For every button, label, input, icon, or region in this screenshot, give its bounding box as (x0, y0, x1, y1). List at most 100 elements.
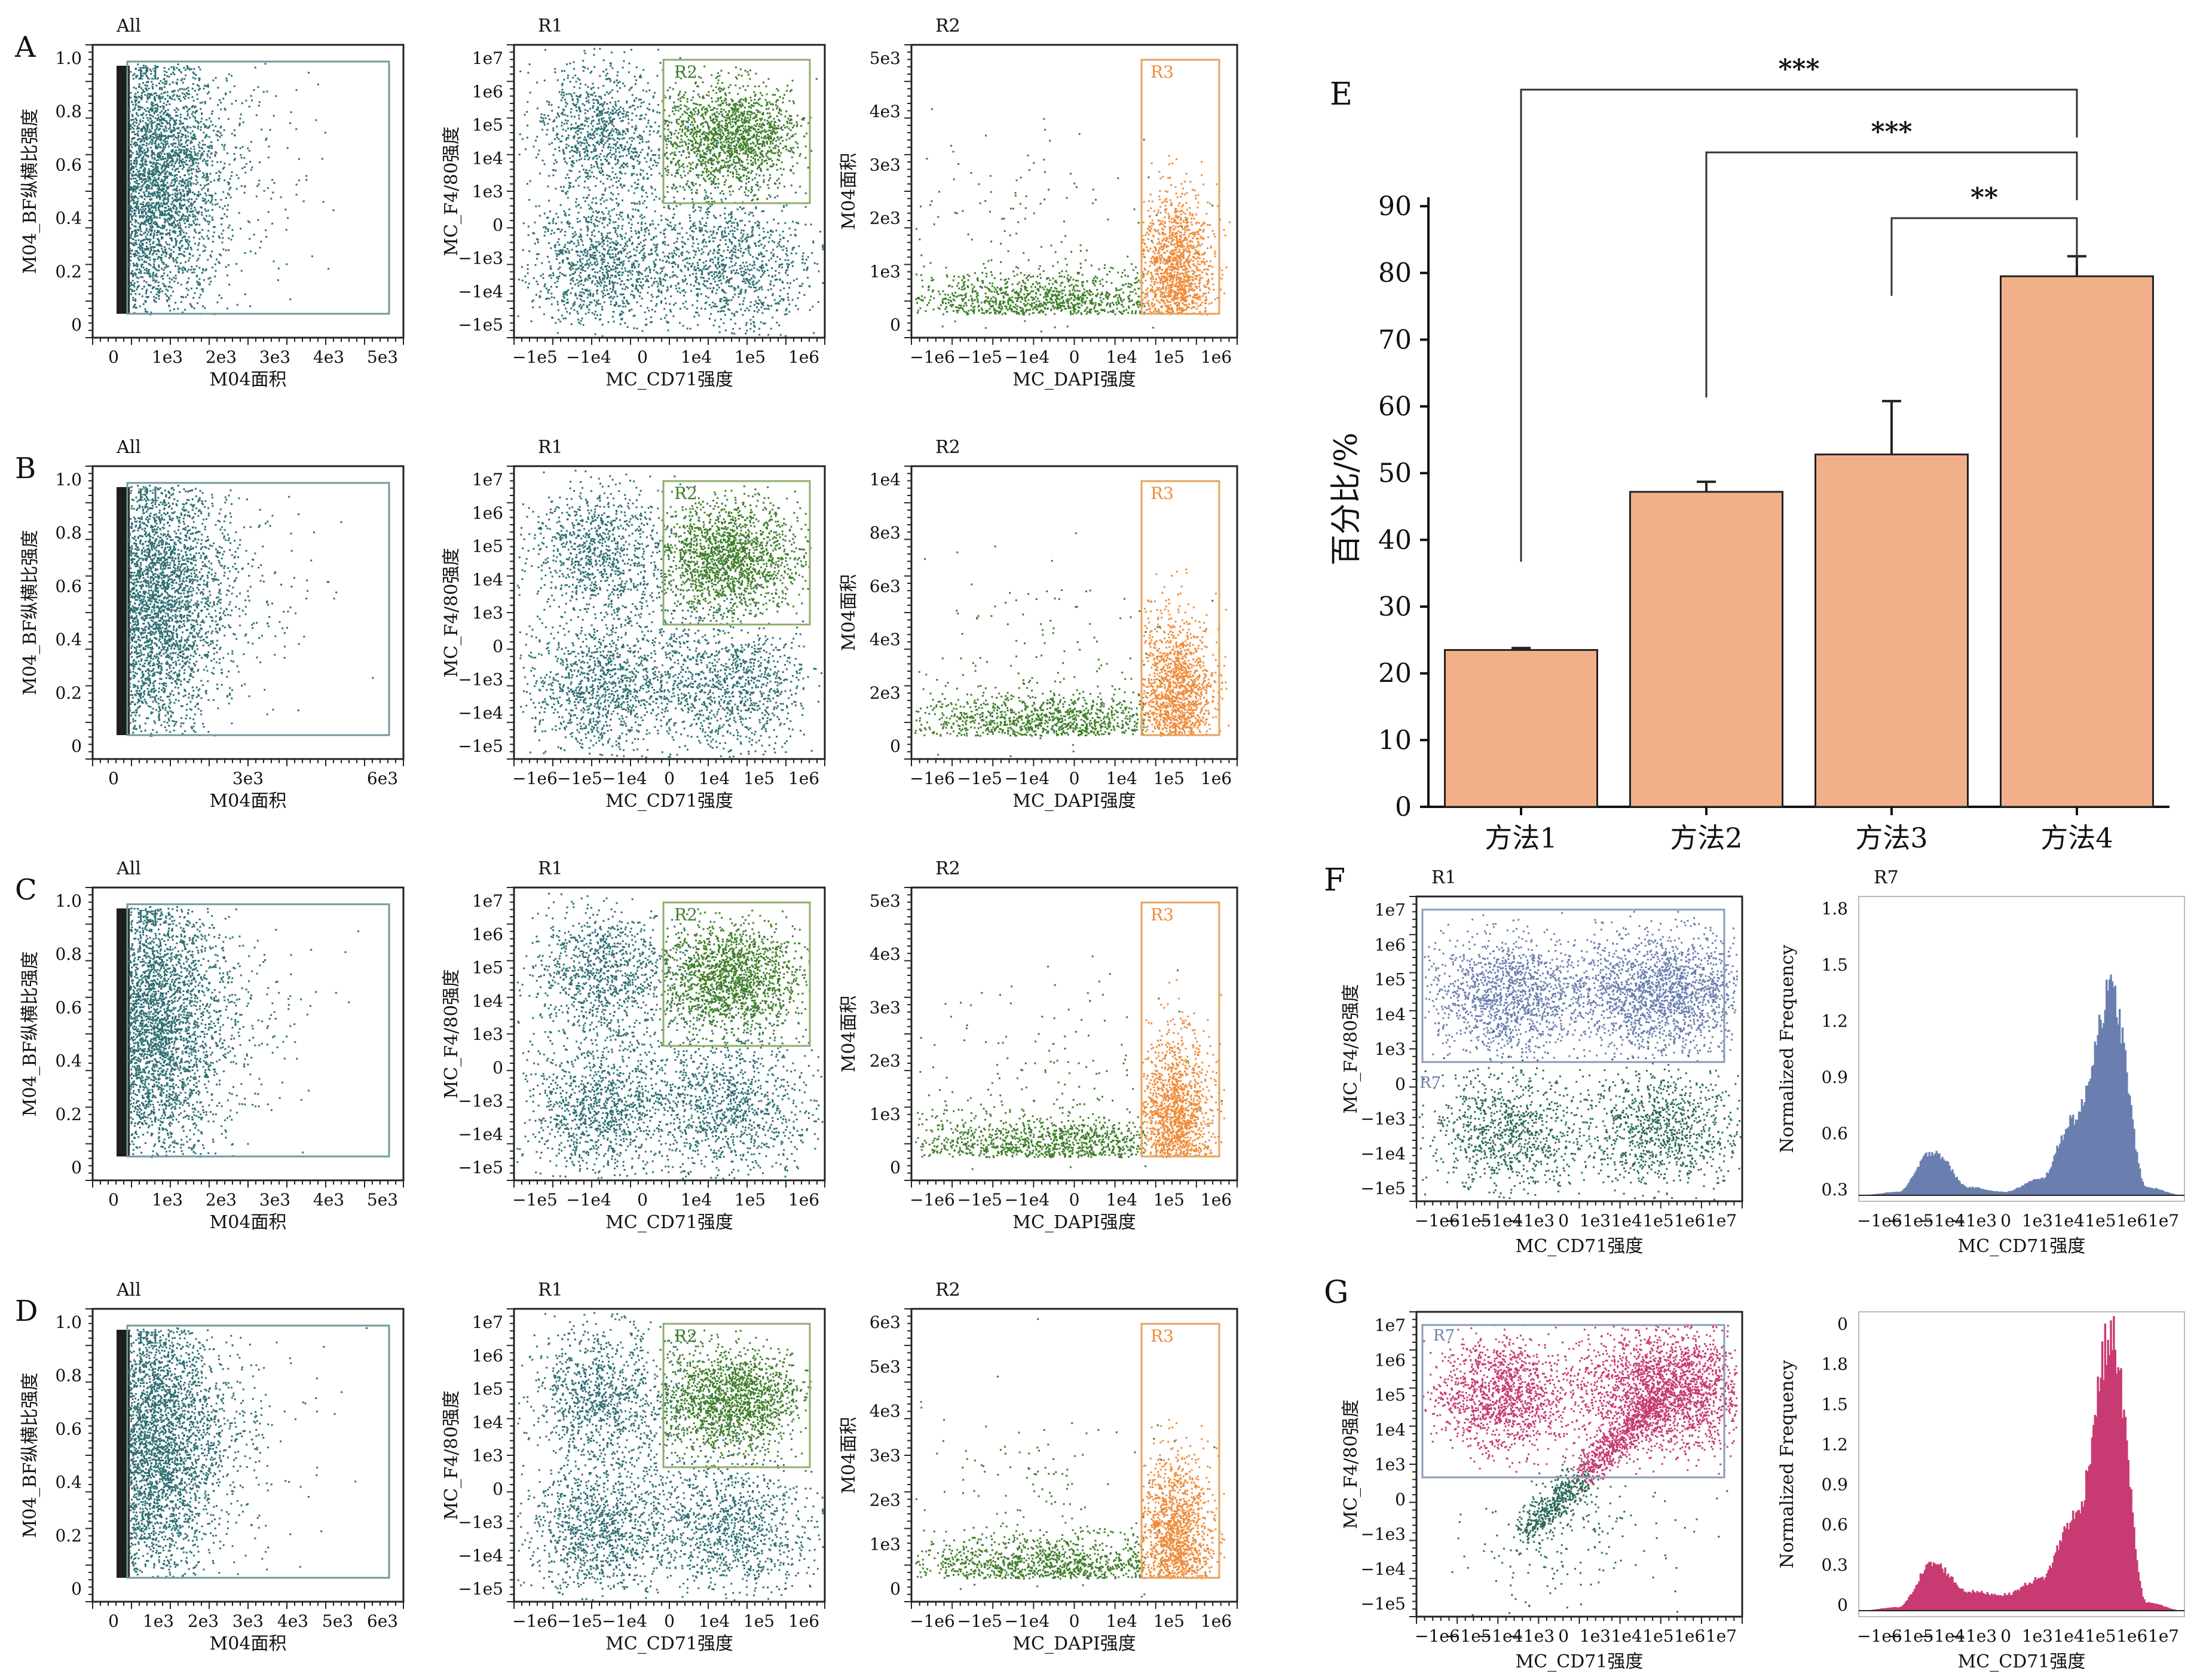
x-axis-label: M04面积 (210, 1633, 287, 1654)
x-tick-label: −1e5 (1889, 1626, 1934, 1646)
gate-label: R7 (1419, 1074, 1441, 1092)
scatter-points (1550, 1469, 1590, 1511)
y-tick-label: 1e3 (472, 182, 503, 201)
y-axis-label: M04面积 (839, 1417, 859, 1494)
y-tick-label: 8e3 (870, 523, 901, 543)
y-tick-label: 5e3 (870, 1357, 901, 1376)
scatter-points (1142, 979, 1225, 1158)
y-tick-label: 1.0 (55, 470, 82, 489)
x-tick-label: −1e5 (1446, 1211, 1492, 1231)
scatter-points (1578, 1428, 1636, 1471)
significance-bracket (1520, 88, 2078, 562)
panel-letter: E (1330, 76, 1353, 112)
x-tick-label: 1e6 (2116, 1626, 2147, 1646)
y-tick-label: −1e4 (458, 703, 503, 723)
subset-title: R1 (538, 858, 563, 879)
x-tick-label: 1e4 (699, 1611, 730, 1631)
y-tick-label: 4e3 (870, 630, 901, 650)
x-tick-label: −1e3 (1951, 1211, 1997, 1231)
x-tick-label: −1e4 (1004, 769, 1049, 788)
gate-label: R3 (1150, 1326, 1174, 1346)
x-tick-label: 1e3 (2022, 1626, 2053, 1646)
y-tick-label: −1e5 (458, 736, 503, 756)
x-tick-label: −1e5 (512, 347, 558, 367)
y-tick-label: 5e3 (870, 48, 901, 68)
bar-4 (2000, 275, 2154, 808)
y-tick-label: −1e5 (458, 315, 503, 335)
flow-panel: R1 R2 −1e5 −1e4 0 1e4 1e5 1e6 1e7 1e6 1e5 1e4 1e3 0 −1… (441, 16, 826, 390)
y-tick-label: −1e4 (458, 1124, 503, 1144)
y-tick-label: 0.6 (55, 576, 82, 596)
y-tick-label: 1e5 (472, 1379, 503, 1399)
x-tick-label: −1e4 (1478, 1626, 1523, 1646)
subset-title: All (116, 858, 141, 879)
y-tick-label: 1.0 (55, 48, 82, 68)
y-axis-label: MC_F4/80强度 (441, 969, 462, 1099)
x-tick-label: 0 (2000, 1211, 2011, 1231)
scatter-points (516, 470, 691, 693)
y-tick-label: 4e3 (870, 102, 901, 121)
scatter-points (516, 892, 708, 1091)
y-tick-label: −1e3 (1360, 1109, 1406, 1129)
y-axis-label: M04_BF纵横比强度 (20, 951, 41, 1117)
y-tick-label: 2e3 (870, 209, 901, 228)
x-tick-label: −1e6 (1857, 1626, 1902, 1646)
axis-ticks (85, 466, 404, 766)
x-tick-label: −1e4 (1920, 1211, 1966, 1231)
x-tick-label: 1e4 (2054, 1211, 2085, 1231)
y-tick-label: 0.2 (55, 683, 82, 703)
x-tick-label: 1e4 (2054, 1626, 2085, 1646)
y-axis-label: MC_F4/80强度 (441, 127, 462, 256)
y-tick-label: 70 (1378, 325, 1412, 355)
y-tick-label: 0 (890, 1579, 901, 1599)
gate-R3 (1140, 480, 1220, 736)
y-tick-label: 1e3 (472, 603, 503, 623)
subset-title: R1 (538, 1280, 563, 1300)
x-tick-label: 1e3 (152, 1190, 183, 1210)
x-tick-label: 0 (108, 1611, 119, 1631)
y-axis-label: M04面积 (839, 574, 859, 651)
y-tick-label: 0.4 (55, 1051, 82, 1071)
y-tick-label: −1e3 (458, 1091, 503, 1111)
y-tick-label: 1e7 (472, 470, 503, 489)
x-tick-label: 1e5 (1153, 1611, 1185, 1631)
scatter-points (1542, 1476, 1576, 1525)
scatter-points (516, 1009, 753, 1180)
subset-title: R2 (935, 1280, 960, 1300)
y-tick-label: 0 (492, 1058, 503, 1078)
subset-title: R2 (935, 437, 960, 458)
y-tick-label: 0 (492, 1479, 503, 1499)
x-tick-label: 5e3 (367, 1190, 398, 1210)
scatter-points (915, 251, 1146, 316)
x-tick-label: 0 (637, 1190, 648, 1210)
axis-ticks (85, 1308, 404, 1609)
y-tick-label: 1e4 (870, 470, 901, 489)
x-axis-label: MC_DAPI强度 (1012, 791, 1136, 812)
flow-row-C: C All R1 0 1e3 2e3 3e3 4e3 5e3 1.0 0.8 0.6 0.4 0.2 0 M0… (15, 858, 1238, 1233)
x-tick-label: 0 (1069, 769, 1080, 788)
scatter-points (1142, 568, 1230, 737)
flow-panel: All R1 0 1e3 2e3 3e3 4e3 5e3 6e3 1.0 0.8 0.6 0.4 0.2 0… (20, 1280, 405, 1654)
x-tick-label: 2e3 (206, 347, 237, 367)
plot-frame (513, 44, 826, 339)
flow-panel: R1 R2 −1e5 −1e4 0 1e4 1e5 1e6 1e7 1e6 1e5 1e4 1e3 0 −1… (441, 858, 826, 1233)
gate-R1 (126, 903, 390, 1158)
x-tick-label: 0 (637, 347, 648, 367)
x-tick-label: 6e3 (367, 769, 398, 788)
axis-ticks (904, 887, 1238, 1188)
gate-label: R2 (674, 484, 697, 503)
y-tick-label: 0.8 (55, 944, 82, 964)
significance-stars: *** (1871, 117, 1912, 147)
x-tick-label: 1e5 (735, 347, 766, 367)
y-tick-label: 0.6 (1821, 1515, 1848, 1535)
x-tick-label: 方法4 (2040, 822, 2113, 854)
x-tick-label: −1e3 (1951, 1626, 1997, 1646)
gate-R3 (1140, 901, 1220, 1158)
scatter-points (1531, 1042, 1742, 1201)
gate-R7 (1421, 908, 1725, 1063)
y-tick-label: 0 (890, 315, 901, 335)
x-tick-label: 4e3 (313, 1190, 344, 1210)
x-axis-label: MC_CD71强度 (1516, 1236, 1644, 1257)
x-tick-label: 1e4 (1106, 769, 1137, 788)
